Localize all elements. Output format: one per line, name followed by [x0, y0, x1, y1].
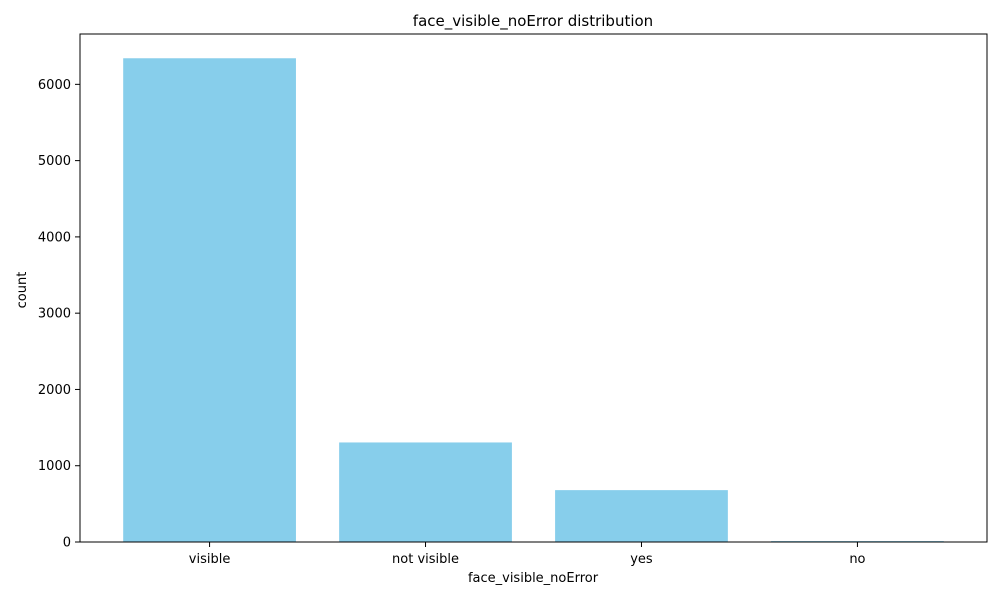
y-tick-label: 6000: [38, 78, 71, 93]
y-tick-label: 4000: [38, 230, 71, 245]
bar-yes: [555, 490, 728, 542]
y-axis-label: count: [15, 272, 30, 309]
plot-frame: [79, 33, 988, 543]
y-tick-label: 1000: [38, 459, 71, 474]
bars-layer: [123, 58, 944, 542]
y-ticks: 0 1000 2000 3000 4000 5000 6000: [38, 78, 80, 551]
y-tick-label: 2000: [38, 383, 71, 398]
bar-visible: [123, 58, 296, 542]
y-tick-label: 5000: [38, 154, 71, 169]
chart-title: face_visible_noError distribution: [413, 12, 653, 31]
x-tick-label: yes: [630, 552, 653, 567]
x-tick-label: not visible: [392, 552, 459, 567]
x-tick-label: visible: [189, 552, 231, 567]
x-tick-label: no: [849, 552, 865, 567]
bar-not-visible: [339, 442, 512, 542]
x-ticks: visible not visible yes no: [189, 542, 866, 567]
x-axis-label: face_visible_noError: [468, 571, 599, 586]
y-tick-label: 3000: [38, 307, 71, 322]
axes-layer: [79, 33, 988, 543]
y-tick-label: 0: [63, 536, 71, 551]
